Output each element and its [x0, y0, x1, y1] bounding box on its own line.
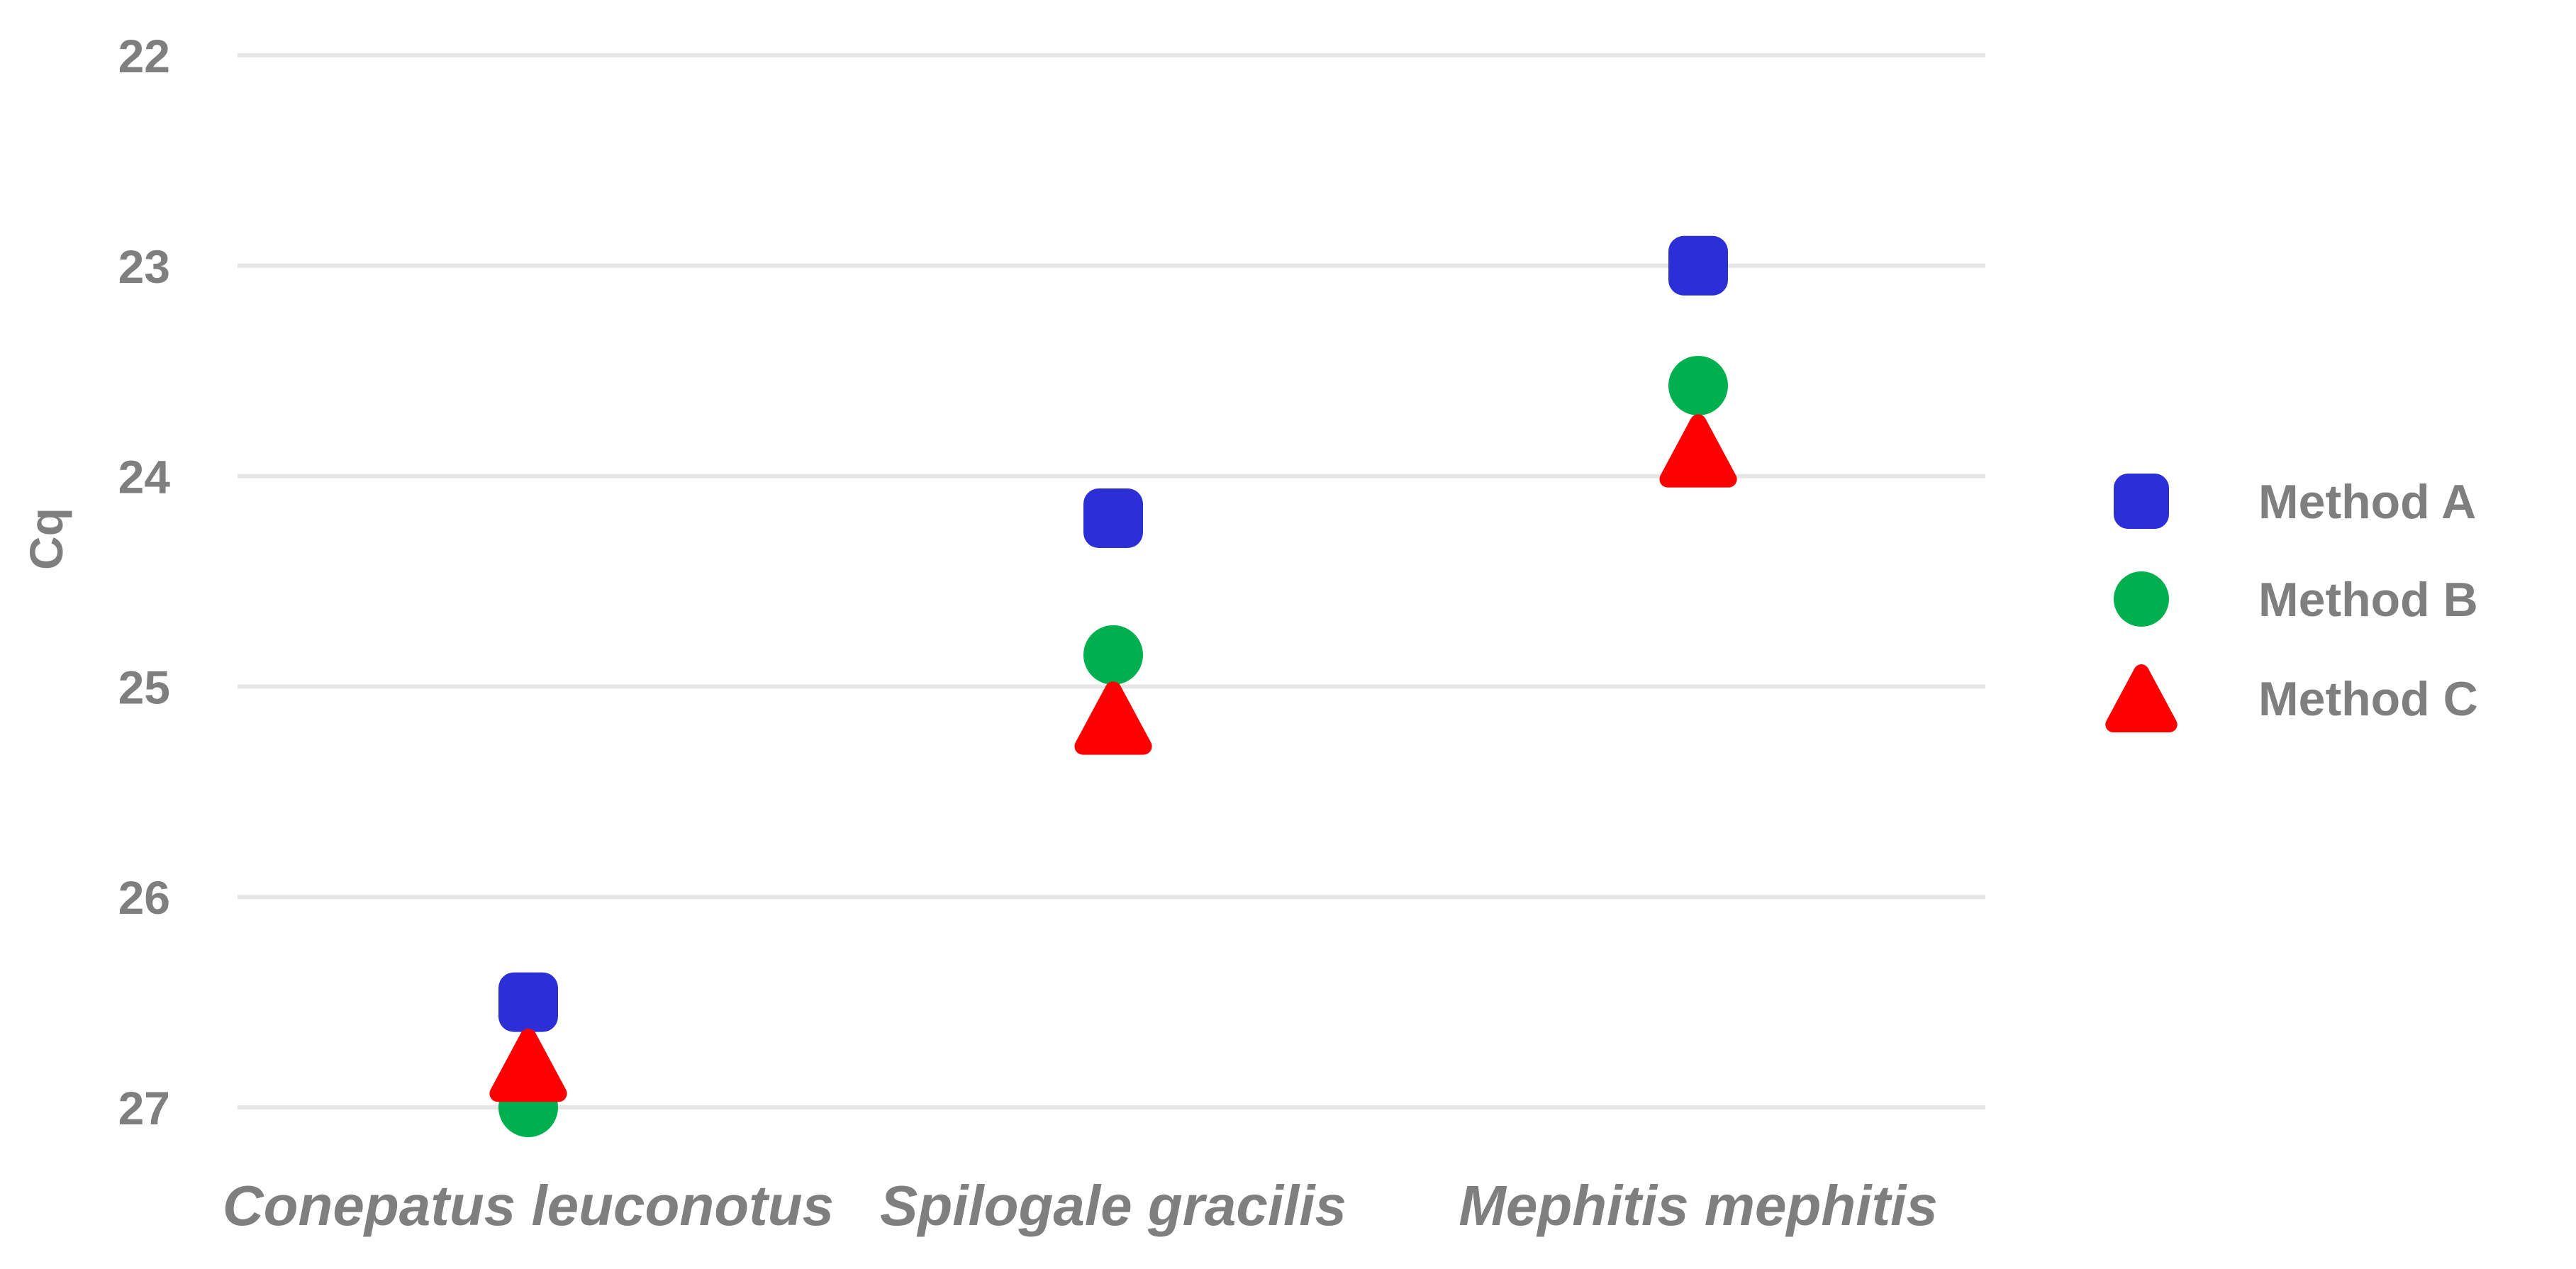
y-tick-label: 25 — [118, 661, 170, 713]
x-category-label: Mephitis mephitis — [1459, 1174, 1938, 1237]
data-point-square — [1083, 488, 1143, 548]
data-points — [489, 235, 1737, 1137]
y-tick-label: 24 — [118, 451, 171, 503]
legend-label: Method C — [2258, 672, 2478, 726]
x-category-label: Spilogale gracilis — [880, 1174, 1346, 1237]
legend: Method A Method B Method C — [2105, 474, 2478, 732]
legend-marker-square — [2114, 474, 2169, 529]
data-point-triangle — [1659, 414, 1737, 488]
gridlines — [238, 53, 1985, 1109]
y-tick-label: 27 — [118, 1082, 170, 1134]
y-tick-label: 23 — [118, 240, 170, 293]
x-axis-category-labels: Conepatus leuconotus Spilogale gracilis Me… — [223, 1174, 1938, 1237]
x-category-label: Conepatus leuconotus — [223, 1174, 834, 1237]
data-point-triangle — [489, 1028, 567, 1102]
y-tick-label: 22 — [118, 30, 170, 82]
legend-label: Method B — [2258, 573, 2478, 627]
y-tick-label: 26 — [118, 871, 170, 924]
y-axis-tick-labels: 22 23 24 25 26 27 — [118, 30, 171, 1134]
data-point-circle — [1668, 355, 1728, 415]
data-point-circle — [1083, 625, 1143, 685]
data-point-triangle — [1074, 681, 1152, 755]
legend-marker-triangle — [2105, 664, 2178, 732]
legend-label: Method A — [2258, 475, 2476, 529]
data-point-square — [1668, 235, 1728, 296]
y-axis-title: Cq — [20, 508, 72, 570]
data-point-square — [498, 972, 558, 1032]
legend-marker-circle — [2114, 571, 2169, 627]
